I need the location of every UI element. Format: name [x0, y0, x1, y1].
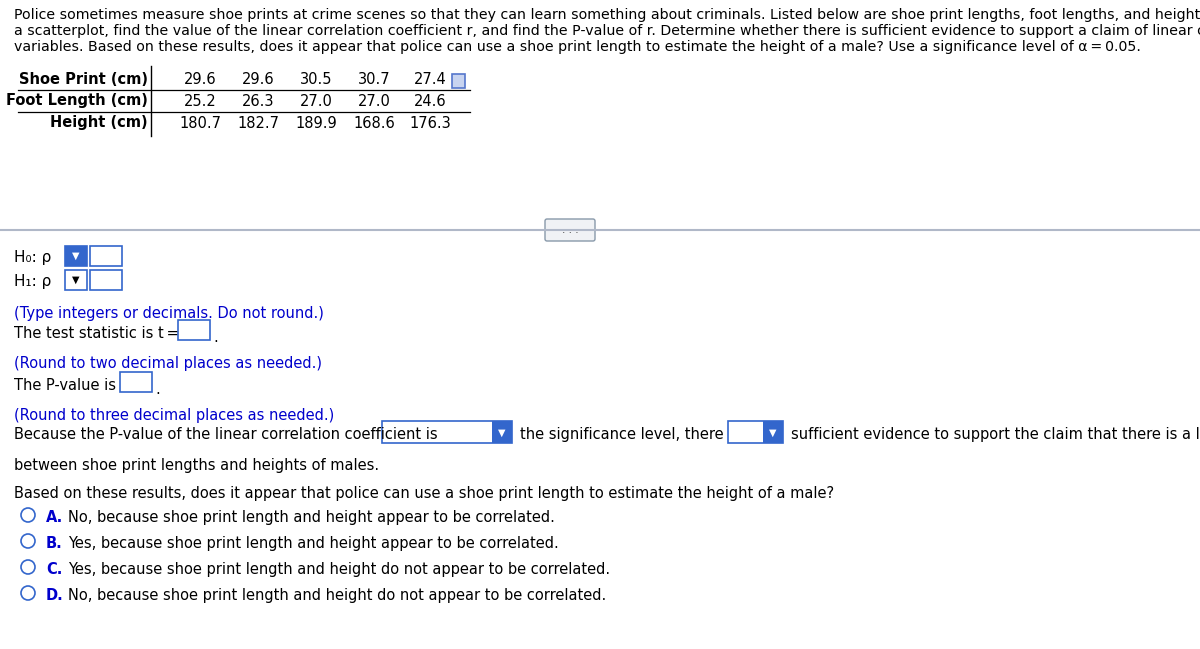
Text: 27.0: 27.0 [358, 93, 390, 108]
FancyBboxPatch shape [65, 246, 88, 266]
Text: Based on these results, does it appear that police can use a shoe print length t: Based on these results, does it appear t… [14, 486, 834, 501]
Text: No, because shoe print length and height appear to be correlated.: No, because shoe print length and height… [68, 510, 554, 525]
Circle shape [22, 508, 35, 522]
Text: a scatterplot, find the value of the linear correlation coefficient r, and find : a scatterplot, find the value of the lin… [14, 24, 1200, 38]
Text: ▼: ▼ [72, 251, 79, 261]
FancyBboxPatch shape [545, 219, 595, 241]
Text: 176.3: 176.3 [409, 116, 451, 130]
Text: 30.7: 30.7 [358, 71, 390, 86]
Text: ▼: ▼ [498, 428, 505, 438]
Text: Yes, because shoe print length and height do not appear to be correlated.: Yes, because shoe print length and heigh… [68, 562, 610, 577]
Text: .: . [214, 330, 217, 345]
Text: 180.7: 180.7 [179, 116, 221, 130]
Text: 25.2: 25.2 [184, 93, 216, 108]
Text: 29.6: 29.6 [241, 71, 275, 86]
Text: 24.6: 24.6 [414, 93, 446, 108]
Text: . . .: . . . [562, 225, 578, 235]
Text: (Round to two decimal places as needed.): (Round to two decimal places as needed.) [14, 356, 322, 371]
FancyBboxPatch shape [452, 74, 466, 88]
Text: B.: B. [46, 536, 62, 551]
FancyBboxPatch shape [382, 421, 512, 443]
Text: 30.5: 30.5 [300, 71, 332, 86]
Text: (Round to three decimal places as needed.): (Round to three decimal places as needed… [14, 408, 335, 423]
Circle shape [22, 534, 35, 548]
Text: sufficient evidence to support the claim that there is a linear correlation: sufficient evidence to support the claim… [791, 427, 1200, 442]
Text: Yes, because shoe print length and height appear to be correlated.: Yes, because shoe print length and heigh… [68, 536, 559, 551]
FancyBboxPatch shape [728, 421, 784, 443]
Text: 189.9: 189.9 [295, 116, 337, 130]
Text: 27.4: 27.4 [414, 71, 446, 86]
Text: 168.6: 168.6 [353, 116, 395, 130]
Text: (Type integers or decimals. Do not round.): (Type integers or decimals. Do not round… [14, 306, 324, 321]
Text: .: . [155, 382, 160, 397]
Text: Police sometimes measure shoe prints at crime scenes so that they can learn some: Police sometimes measure shoe prints at … [14, 8, 1200, 22]
FancyBboxPatch shape [90, 270, 122, 290]
FancyBboxPatch shape [492, 421, 512, 443]
Text: D.: D. [46, 588, 64, 603]
Text: Height (cm): Height (cm) [50, 116, 148, 130]
Text: The test statistic is t =: The test statistic is t = [14, 326, 181, 341]
Text: 182.7: 182.7 [238, 116, 278, 130]
Text: Shoe Print (cm): Shoe Print (cm) [19, 71, 148, 86]
FancyBboxPatch shape [90, 246, 122, 266]
Text: A.: A. [46, 510, 64, 525]
Text: H₀: ρ: H₀: ρ [14, 250, 52, 265]
Text: Because the P-value of the linear correlation coefficient is: Because the P-value of the linear correl… [14, 427, 438, 442]
Text: 27.0: 27.0 [300, 93, 332, 108]
Text: ▼: ▼ [72, 275, 79, 285]
FancyBboxPatch shape [65, 246, 88, 266]
FancyBboxPatch shape [120, 372, 152, 392]
Text: Foot Length (cm): Foot Length (cm) [6, 93, 148, 108]
Text: the significance level, there: the significance level, there [520, 427, 724, 442]
Circle shape [22, 586, 35, 600]
Text: 26.3: 26.3 [241, 93, 275, 108]
Text: The P-value is: The P-value is [14, 378, 116, 393]
Text: H₁: ρ: H₁: ρ [14, 274, 52, 289]
FancyBboxPatch shape [65, 270, 88, 290]
Text: variables. Based on these results, does it appear that police can use a shoe pri: variables. Based on these results, does … [14, 40, 1141, 54]
Text: No, because shoe print length and height do not appear to be correlated.: No, because shoe print length and height… [68, 588, 606, 603]
Circle shape [22, 560, 35, 574]
Text: C.: C. [46, 562, 62, 577]
FancyBboxPatch shape [763, 421, 784, 443]
Text: ▼: ▼ [769, 428, 776, 438]
Text: between shoe print lengths and heights of males.: between shoe print lengths and heights o… [14, 458, 379, 473]
Text: 29.6: 29.6 [184, 71, 216, 86]
FancyBboxPatch shape [178, 320, 210, 340]
